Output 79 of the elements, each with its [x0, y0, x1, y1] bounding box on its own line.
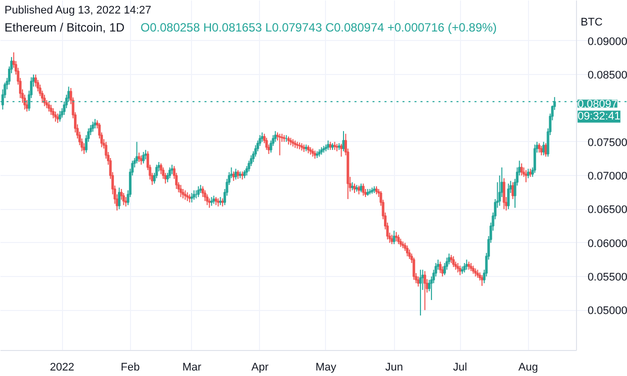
candlestick: [540, 145, 543, 156]
candlestick: [48, 100, 50, 112]
candlestick: [342, 130, 345, 152]
candlestick: [206, 194, 208, 206]
candlestick: [124, 196, 128, 207]
x-tick-label: Mar: [182, 362, 202, 374]
candlestick: [92, 121, 94, 132]
candlestick: [204, 190, 206, 202]
candlestick: [190, 192, 194, 203]
text: O0.080258 H0.081653 L0.079743 C0.080974 +0.000716 (+0.89%): [140, 20, 497, 34]
x-tick-label: Aug: [518, 362, 538, 374]
candlestick: [524, 170, 528, 183]
x-tick-label: Apr: [251, 362, 269, 374]
candlestick: [197, 186, 200, 198]
candlestick: [406, 245, 409, 257]
y-tick-label: 0.06500: [588, 204, 627, 216]
text: 09:32:41: [578, 110, 620, 123]
candlestick: [507, 183, 510, 210]
candlestick: [452, 256, 455, 268]
candlestick: [43, 94, 46, 107]
candlestick: [192, 190, 196, 200]
candlestick: [412, 257, 416, 280]
y-tick-label: 0.09000: [588, 36, 627, 48]
candlestick: [118, 187, 121, 210]
candlestick: [34, 74, 37, 88]
candlestick: [144, 149, 147, 160]
candlestick: [362, 183, 365, 196]
candlestick: [395, 232, 398, 242]
candlestick: [52, 108, 55, 119]
candlestick: [136, 141, 138, 164]
candlestick: [424, 270, 426, 311]
candlestick: [54, 111, 57, 122]
candlestick: [534, 144, 536, 174]
candlestick: [397, 234, 400, 245]
candlestick: [392, 230, 396, 245]
text: Ethereum / Bitcoin, 1D: [4, 20, 125, 34]
candlestick: [265, 137, 268, 150]
candlestick: [138, 152, 140, 163]
candlestick: [390, 234, 394, 245]
candlestick: [50, 104, 52, 116]
x-tick-label: Feb: [120, 362, 140, 374]
candlestick: [441, 266, 444, 277]
y-tick-label: 0.06000: [588, 238, 627, 250]
candlestick: [520, 162, 523, 176]
candlestick: [58, 110, 62, 122]
candlestick: [463, 262, 466, 273]
candlestick: [168, 166, 172, 179]
x-tick-label: Jul: [453, 362, 468, 374]
y-tick-label: 0.05500: [588, 271, 627, 284]
annotation: Published Aug 13, 2022 14:27: [4, 4, 152, 16]
candlestick: [160, 162, 162, 175]
candlestick: [438, 261, 442, 274]
candlestick: [82, 142, 86, 154]
candlestick: [538, 142, 540, 154]
candlestick: [526, 168, 530, 179]
y-tick-label: 0.07000: [588, 170, 627, 182]
candlestick: [456, 262, 460, 273]
candlestick: [142, 151, 145, 164]
candlestick: [232, 170, 235, 182]
candlestick: [122, 192, 125, 206]
candlestick: [202, 186, 204, 198]
x-tick-label: May: [316, 362, 337, 374]
x-tick-label: Jun: [385, 362, 403, 374]
candlestick: [208, 198, 211, 208]
y-tick-label: 0.05000: [588, 305, 627, 318]
candlestick: [274, 130, 277, 142]
candlestick: [419, 269, 422, 316]
candlestick: [162, 166, 164, 180]
candlestick: [180, 184, 182, 198]
candlestick: [502, 178, 506, 210]
candlestick: [353, 183, 356, 194]
candlestick: [408, 249, 411, 260]
candlestick: [184, 190, 186, 200]
candlestick: [170, 164, 174, 175]
candlestick: [182, 188, 184, 199]
y-tick-label: 0.08500: [588, 70, 627, 82]
y-tick-label: 0.07500: [588, 136, 627, 149]
x-tick-label: 2022: [50, 362, 74, 374]
y-axis-title: BTC: [580, 16, 603, 28]
